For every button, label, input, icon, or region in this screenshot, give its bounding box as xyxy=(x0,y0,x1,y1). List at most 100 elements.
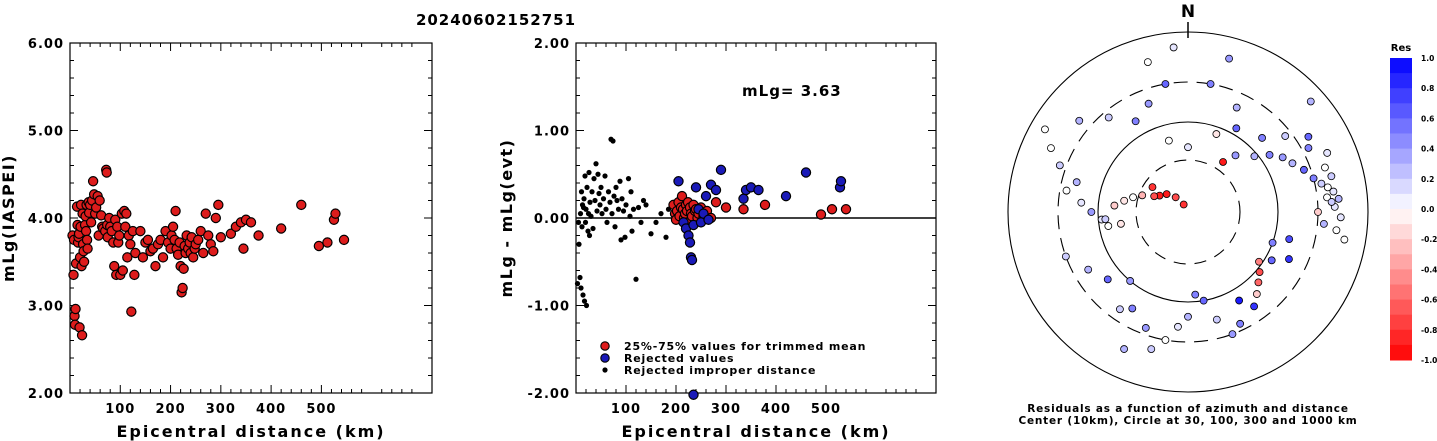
data-point xyxy=(607,199,613,205)
y-tick-label: 1.00 xyxy=(534,125,570,140)
colorbar-swatch xyxy=(1390,344,1412,361)
data-point xyxy=(800,167,812,178)
data-point xyxy=(676,190,688,202)
data-point xyxy=(615,206,622,212)
data-point xyxy=(673,176,684,187)
residual-point xyxy=(1120,345,1128,353)
residual-point xyxy=(1278,153,1287,162)
data-point xyxy=(126,306,137,317)
data-point xyxy=(720,202,732,213)
residual-point xyxy=(1304,132,1313,141)
y-tick-label: 5.00 xyxy=(28,125,64,140)
x-tick-label: 200 xyxy=(155,402,185,417)
data-point xyxy=(643,202,649,208)
residual-point xyxy=(1174,322,1182,331)
ring-30km xyxy=(1135,159,1241,265)
data-point xyxy=(613,184,619,190)
residual-point xyxy=(1120,196,1129,205)
data-point xyxy=(605,189,612,195)
colorbar-tick-label: -0.8 xyxy=(1421,326,1437,335)
colorbar-tick-label: 0.2 xyxy=(1421,175,1434,184)
colorbar-labels: 1.0 0.8 0.6 0.4 0.2 0.0 -0.2 -0.4 -0.6 -0.8 -1.0 xyxy=(1421,54,1437,365)
data-point xyxy=(710,184,722,196)
data-point xyxy=(576,241,582,247)
residual-point xyxy=(1143,58,1152,67)
y-tick-label: -2.00 xyxy=(528,387,570,402)
data-point xyxy=(620,208,627,214)
residual-point xyxy=(1116,305,1124,314)
y-tick-label: 2.00 xyxy=(534,37,570,52)
data-point xyxy=(338,234,350,246)
data-point xyxy=(178,263,189,274)
data-point xyxy=(135,225,146,237)
colorbar-swatch xyxy=(1390,329,1412,346)
data-point xyxy=(198,247,209,259)
residual-point xyxy=(1300,165,1308,174)
colorbar-swatch xyxy=(1390,299,1412,316)
residual-point xyxy=(1138,191,1147,200)
data-point xyxy=(588,213,594,219)
colorbar-swatch xyxy=(1390,133,1412,150)
data-point xyxy=(203,230,214,241)
data-point xyxy=(82,243,93,254)
data-point xyxy=(780,190,792,202)
data-point xyxy=(238,243,249,254)
data-point xyxy=(87,176,99,187)
middle-x-axis-label: Epicentral distance (km) xyxy=(621,422,890,441)
residual-point xyxy=(1228,330,1237,339)
data-point xyxy=(575,219,582,225)
residual-point xyxy=(1340,235,1349,244)
magnitude-annotation: mLg= 3.63 xyxy=(742,82,842,100)
residual-point xyxy=(1047,144,1055,152)
colorbar-tick-label: -0.4 xyxy=(1421,265,1437,274)
figure-title: 20240602152751 xyxy=(416,11,576,29)
residual-point xyxy=(1309,174,1318,183)
data-point xyxy=(653,219,659,225)
data-point xyxy=(759,199,771,211)
colorbar-tick-label: 0.0 xyxy=(1421,205,1434,214)
data-point xyxy=(142,234,154,246)
residual-point xyxy=(1191,290,1200,299)
x-tick-label: 400 xyxy=(256,402,286,417)
polar-data-points xyxy=(1041,43,1349,354)
colorbar-tick-label: 0.6 xyxy=(1421,114,1434,123)
middle-y-axis-label: mLg - mLg(evt) xyxy=(497,139,516,298)
residual-point xyxy=(1072,178,1081,187)
residual-point xyxy=(1236,319,1245,328)
legend-marker xyxy=(600,341,610,351)
data-point xyxy=(815,209,827,220)
residual-point xyxy=(1150,192,1159,201)
residual-point xyxy=(1329,187,1338,196)
residual-point xyxy=(1184,143,1192,152)
residual-point xyxy=(1161,336,1170,344)
middle-chart: -2.00 -1.00 0.00 1.00 2.00 100 200 300 400 500 m… xyxy=(497,37,937,441)
residual-point xyxy=(1061,252,1070,261)
data-point xyxy=(640,197,647,204)
data-point xyxy=(150,260,161,272)
data-point xyxy=(589,189,595,195)
data-point xyxy=(612,224,618,230)
data-point xyxy=(130,247,141,259)
residual-point xyxy=(1212,315,1221,324)
data-point xyxy=(195,225,206,237)
data-point xyxy=(187,252,199,263)
data-point xyxy=(715,164,727,176)
colorbar-title: Res xyxy=(1391,43,1411,54)
data-point xyxy=(76,330,88,341)
data-point xyxy=(599,211,605,217)
colorbar-swatch xyxy=(1390,58,1412,74)
data-point xyxy=(210,212,222,224)
colorbar-tick-label: 0.8 xyxy=(1421,84,1434,93)
data-point xyxy=(225,228,237,239)
data-point xyxy=(275,223,287,234)
x-tick-label: 100 xyxy=(611,402,641,417)
data-point xyxy=(840,204,852,215)
data-point xyxy=(313,240,325,252)
data-point xyxy=(94,195,105,206)
residual-point xyxy=(1332,226,1341,235)
x-tick-label: 100 xyxy=(105,402,135,417)
data-point xyxy=(215,232,227,243)
left-data-points xyxy=(67,164,350,341)
residual-point xyxy=(1162,190,1171,199)
residual-point xyxy=(1164,136,1173,145)
